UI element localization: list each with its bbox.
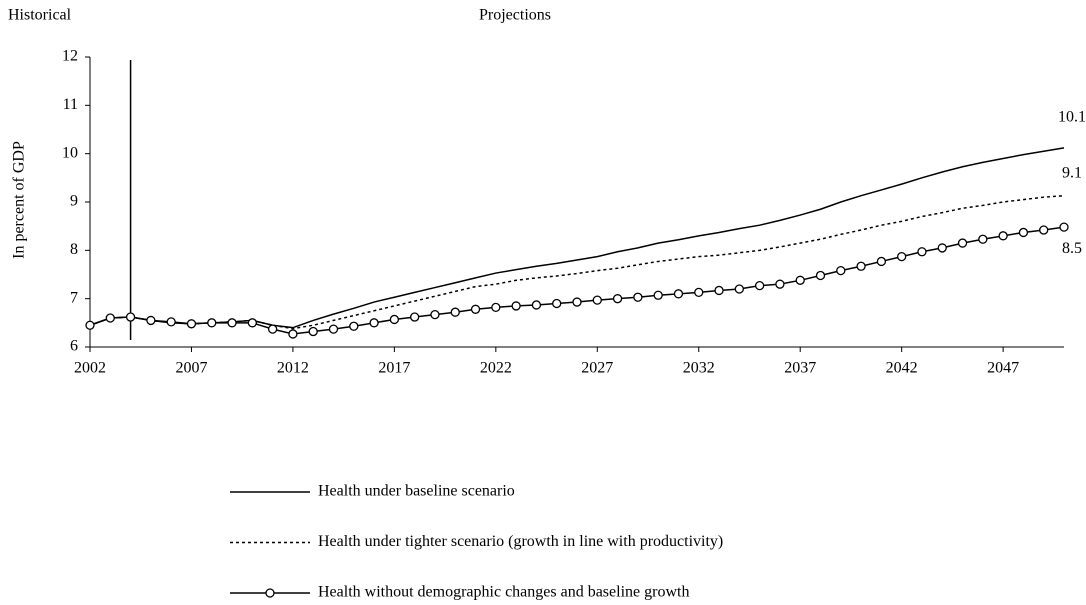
point-marker: [876, 256, 887, 267]
point-marker: [734, 284, 744, 294]
x-tick-label: 2022: [480, 360, 512, 377]
x-tick-label: 2007: [175, 360, 207, 377]
point-marker: [389, 314, 400, 325]
y-axis-label: In percent of GDP: [11, 141, 28, 259]
point-marker: [247, 318, 257, 328]
point-marker: [633, 292, 643, 302]
point-marker: [1059, 222, 1069, 232]
point-marker: [288, 329, 298, 339]
point-marker: [795, 275, 805, 285]
point-marker: [125, 312, 136, 322]
point-marker: [937, 243, 947, 253]
point-marker: [450, 307, 460, 317]
point-marker: [430, 309, 440, 320]
value-label: 9.1: [1062, 164, 1082, 181]
y-tick-label: 7: [70, 289, 78, 306]
series-line: [89, 226, 1065, 335]
x-tick-label: 2032: [683, 360, 715, 377]
x-tick-label: 2042: [886, 360, 918, 377]
series-line: [89, 194, 1065, 330]
point-marker: [957, 238, 968, 248]
point-marker: [1018, 227, 1029, 238]
point-marker: [1039, 225, 1049, 235]
point-marker: [511, 301, 521, 311]
y-tick-label: 10: [62, 144, 78, 161]
point-marker: [673, 289, 684, 299]
point-marker: [531, 300, 542, 310]
x-tick-label: 2012: [277, 360, 309, 377]
point-marker: [856, 261, 866, 271]
point-marker: [694, 287, 704, 298]
x-tick-label: 2047: [987, 360, 1019, 377]
point-marker: [308, 326, 318, 337]
legend-label: Health under tighter scenario (growth in…: [318, 533, 723, 550]
y-tick-label: 6: [70, 338, 78, 355]
point-marker: [998, 231, 1008, 241]
point-marker: [552, 298, 562, 309]
y-tick-label: 8: [70, 241, 78, 258]
point-marker: [714, 285, 724, 296]
point-marker: [207, 318, 217, 328]
point-marker: [491, 302, 501, 313]
x-tick-label: 2037: [784, 360, 816, 377]
x-tick-label: 2017: [378, 360, 410, 377]
legend-label: Health under baseline scenario: [318, 483, 515, 500]
point-marker: [572, 297, 582, 307]
point-marker: [897, 251, 907, 262]
point-marker: [166, 317, 176, 327]
point-marker: [146, 315, 156, 326]
point-marker: [917, 247, 927, 257]
point-marker: [328, 324, 339, 334]
point-marker: [754, 280, 765, 291]
legend-label: Health without demographic changes and b…: [318, 584, 689, 601]
point-marker: [653, 290, 663, 300]
point-marker: [592, 295, 602, 305]
point-marker: [612, 294, 623, 304]
point-marker: [186, 319, 197, 329]
point-marker: [815, 270, 826, 281]
value-label: 10.1: [1058, 109, 1086, 126]
point-marker: [410, 312, 420, 322]
y-tick-label: 9: [70, 193, 78, 210]
point-marker: [267, 324, 278, 334]
value-label: 8.5: [1062, 240, 1082, 257]
legend-marker: [265, 588, 275, 598]
point-marker: [227, 318, 237, 328]
x-tick-label: 2002: [74, 360, 106, 377]
point-marker: [978, 234, 988, 244]
point-marker: [836, 265, 846, 276]
point-marker: [349, 321, 359, 331]
point-marker: [775, 279, 785, 289]
period-label: Historical: [8, 7, 72, 24]
point-marker: [369, 318, 379, 328]
point-marker: [105, 313, 115, 323]
x-tick-label: 2027: [581, 360, 613, 377]
y-tick-label: 12: [62, 48, 78, 65]
y-tick-label: 11: [63, 96, 78, 113]
point-marker: [85, 320, 95, 330]
period-label: Projections: [479, 7, 551, 24]
point-marker: [470, 304, 481, 314]
